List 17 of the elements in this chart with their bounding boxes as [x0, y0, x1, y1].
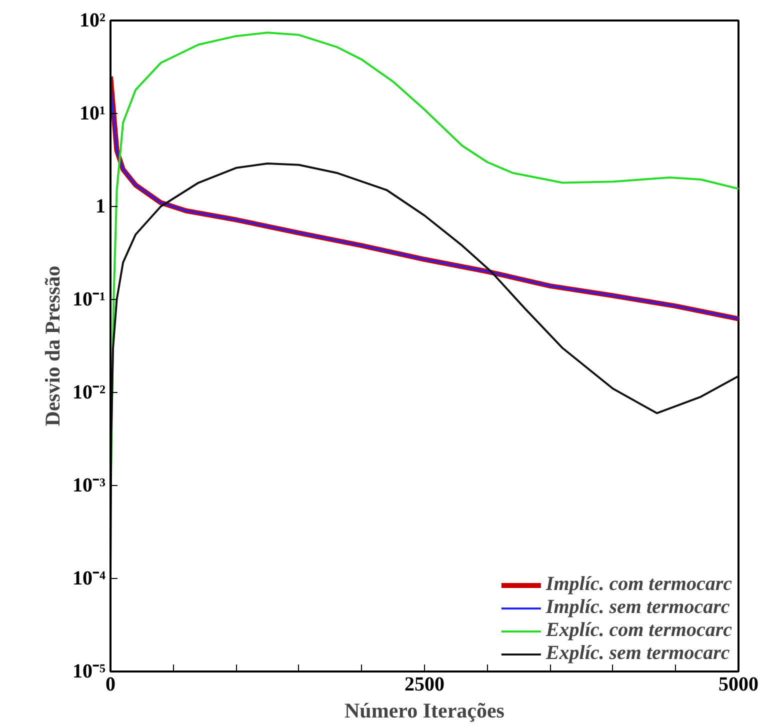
legend-label: Implíc. sem termocarc: [546, 596, 730, 619]
legend-label: Explíc. sem termocarc: [546, 642, 730, 665]
legend-label: Implíc. com termocarc: [546, 573, 732, 596]
y-axis-title: Desvio da Pressão: [40, 266, 65, 426]
x-tick-label: 2500: [404, 674, 444, 696]
y-tick-label: 10⁻¹: [72, 288, 106, 310]
y-tick-label: 10⁻⁵: [72, 660, 106, 682]
legend-label: Explíc. com termocarc: [546, 619, 732, 642]
y-tick-label: 10⁻⁴: [72, 568, 106, 590]
y-tick-label: 10¹: [80, 102, 106, 124]
y-tick-label: 10⁻²: [72, 382, 106, 404]
y-tick-label: 1: [96, 196, 106, 218]
x-tick-label: 5000: [718, 674, 758, 696]
y-tick-label: 10⁻³: [72, 474, 106, 496]
y-tick-label: 10²: [80, 10, 106, 32]
x-tick-label: 0: [106, 674, 116, 696]
x-axis-title: Número Iterações: [344, 698, 504, 722]
